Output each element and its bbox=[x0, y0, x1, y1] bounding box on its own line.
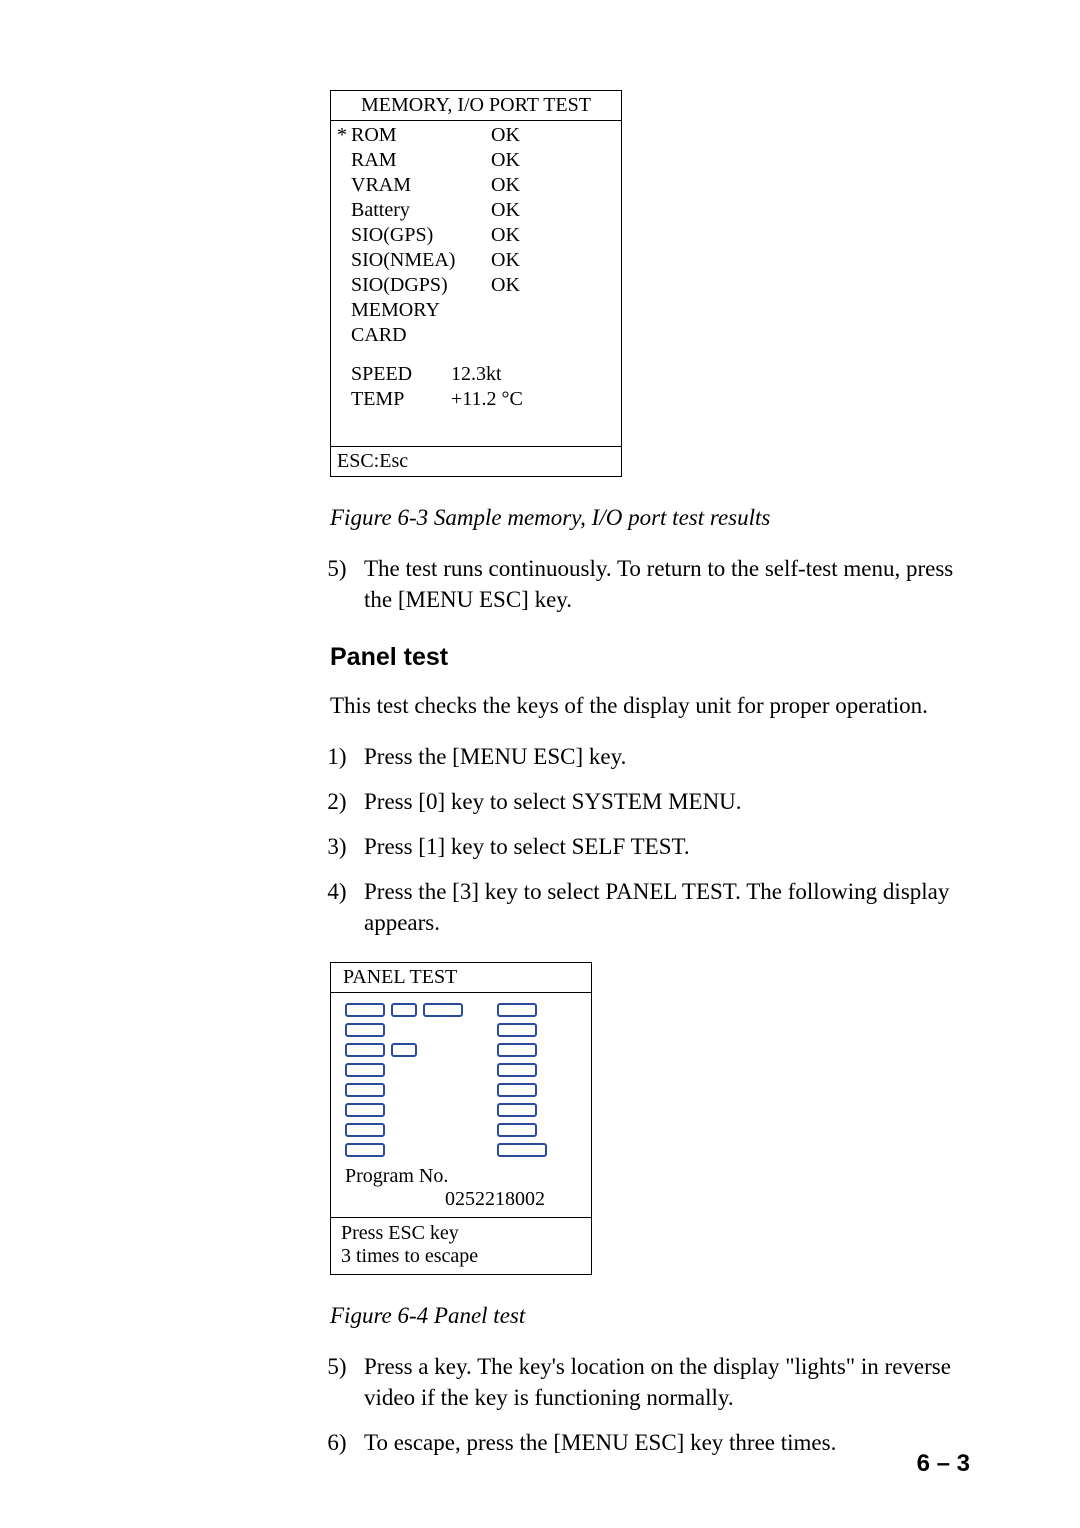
row-label: SIO(NMEA) bbox=[351, 248, 491, 273]
panel-test-intro: This test checks the keys of the display… bbox=[330, 690, 970, 721]
row-value: OK bbox=[491, 198, 615, 223]
step-list-c: Press a key. The key's location on the d… bbox=[330, 1351, 970, 1458]
memory-test-row: RAMOK bbox=[337, 148, 615, 173]
panel-test-box: PANEL TEST bbox=[330, 962, 592, 1275]
figure-6-3-caption: Figure 6-3 Sample memory, I/O port test … bbox=[330, 505, 970, 531]
panel-test-keyboard bbox=[345, 1003, 579, 1157]
row-mark bbox=[337, 148, 351, 173]
step-list-a: The test runs continuously. To return to… bbox=[330, 553, 970, 615]
temp-label: TEMP bbox=[351, 387, 451, 412]
step-item: Press [0] key to select SYSTEM MENU. bbox=[358, 786, 970, 817]
program-no-label: Program No. bbox=[345, 1165, 579, 1188]
row-value: OK bbox=[491, 273, 615, 298]
step-item: Press [1] key to select SELF TEST. bbox=[358, 831, 970, 862]
row-label: MEMORY CARD bbox=[351, 298, 491, 348]
row-label: ROM bbox=[351, 123, 491, 148]
page-number: 6 – 3 bbox=[917, 1450, 970, 1478]
temp-value: +11.2 °C bbox=[451, 387, 523, 412]
row-label: RAM bbox=[351, 148, 491, 173]
memory-test-body: *ROMOKRAMOKVRAMOKBatteryOKSIO(GPS)OKSIO(… bbox=[331, 121, 621, 446]
step-item: To escape, press the [MENU ESC] key thre… bbox=[358, 1427, 970, 1458]
memory-test-row: *ROMOK bbox=[337, 123, 615, 148]
memory-test-row: BatteryOK bbox=[337, 198, 615, 223]
memory-test-row: MEMORY CARD bbox=[337, 298, 615, 348]
row-mark bbox=[337, 298, 351, 348]
speed-value: 12.3kt bbox=[451, 362, 502, 387]
row-mark bbox=[337, 198, 351, 223]
row-value: OK bbox=[491, 248, 615, 273]
row-value: OK bbox=[491, 123, 615, 148]
memory-test-row: VRAMOK bbox=[337, 173, 615, 198]
figure-6-4-caption: Figure 6-4 Panel test bbox=[330, 1303, 970, 1329]
step-5a: The test runs continuously. To return to… bbox=[358, 553, 970, 615]
row-value: OK bbox=[491, 223, 615, 248]
panel-foot-line-2: 3 times to escape bbox=[341, 1245, 581, 1268]
row-mark bbox=[337, 173, 351, 198]
panel-test-heading: Panel test bbox=[330, 643, 970, 672]
row-mark: * bbox=[337, 123, 351, 148]
step-list-b: Press the [MENU ESC] key. Press [0] key t… bbox=[330, 741, 970, 938]
program-no-value: 0252218002 bbox=[345, 1188, 579, 1211]
row-label: Battery bbox=[351, 198, 491, 223]
step-item: Press the [3] key to select PANEL TEST. … bbox=[358, 876, 970, 938]
row-value: OK bbox=[491, 173, 615, 198]
memory-test-row: SIO(DGPS)OK bbox=[337, 273, 615, 298]
memory-test-box: MEMORY, I/O PORT TEST *ROMOKRAMOKVRAMOKB… bbox=[330, 90, 622, 477]
row-mark bbox=[337, 223, 351, 248]
row-mark bbox=[337, 273, 351, 298]
row-mark bbox=[337, 248, 351, 273]
panel-foot-line-1: Press ESC key bbox=[341, 1222, 581, 1245]
row-label: VRAM bbox=[351, 173, 491, 198]
row-label: SIO(DGPS) bbox=[351, 273, 491, 298]
memory-test-row: SIO(GPS)OK bbox=[337, 223, 615, 248]
row-value: OK bbox=[491, 148, 615, 173]
step-item: Press a key. The key's location on the d… bbox=[358, 1351, 970, 1413]
row-value bbox=[491, 298, 615, 348]
step-item: Press the [MENU ESC] key. bbox=[358, 741, 970, 772]
memory-test-row: SIO(NMEA)OK bbox=[337, 248, 615, 273]
panel-test-title: PANEL TEST bbox=[331, 963, 591, 993]
row-label: SIO(GPS) bbox=[351, 223, 491, 248]
speed-label: SPEED bbox=[351, 362, 451, 387]
memory-test-title: MEMORY, I/O PORT TEST bbox=[331, 91, 621, 121]
memory-test-esc: ESC:Esc bbox=[331, 446, 621, 476]
